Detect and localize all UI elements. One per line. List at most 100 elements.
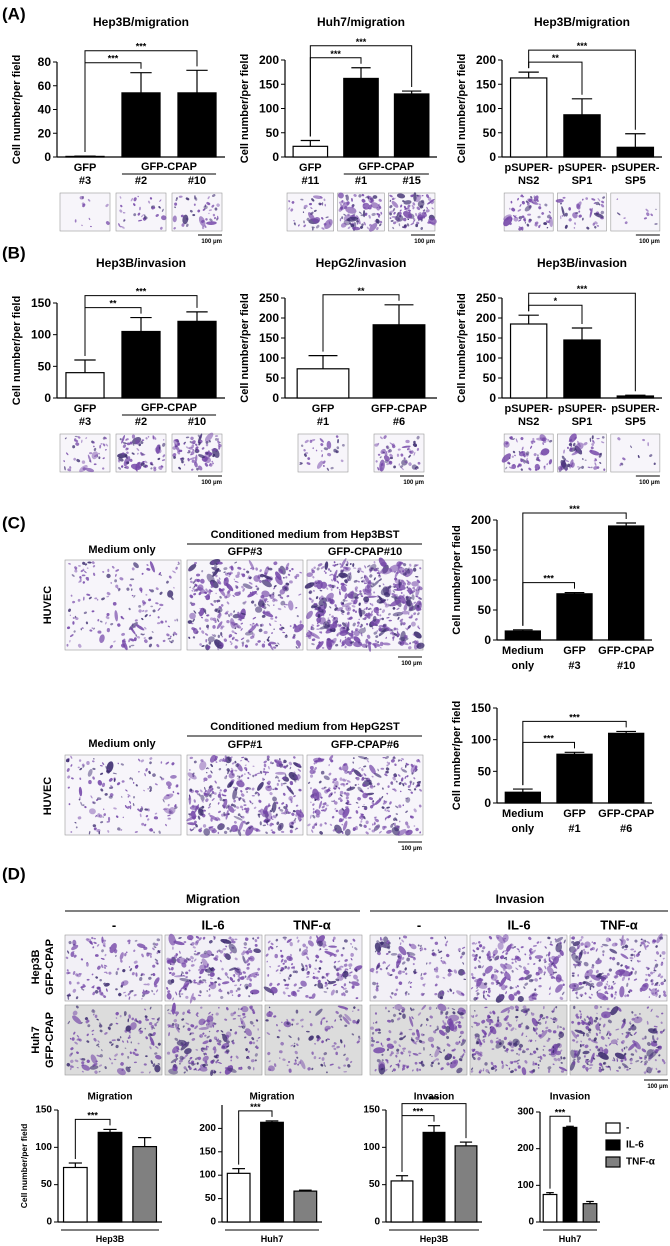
x-axis-label: Hep3B — [420, 1234, 449, 1244]
x-tick-label: #6 — [620, 823, 632, 835]
bar — [617, 396, 653, 398]
significance-label: *** — [555, 1107, 566, 1117]
y-tick-label: 0 — [528, 1217, 534, 1228]
bar — [297, 369, 349, 398]
y-tick-label: 50 — [41, 1179, 53, 1190]
significance-label: * — [554, 296, 558, 306]
cell — [150, 606, 153, 608]
x-tick-label: GFP — [74, 403, 97, 415]
x-tick-label: SP5 — [625, 175, 646, 187]
x-tick-label: GFP — [563, 808, 586, 820]
chart-title: Hep3B/invasion — [537, 256, 627, 270]
x-tick-label: #1 — [355, 175, 367, 187]
y-tick-label: 200 — [476, 311, 496, 325]
x-tick-label: GFP — [563, 645, 586, 657]
cell — [603, 468, 605, 471]
x-tick-label: SP1 — [572, 416, 593, 428]
bar — [122, 332, 160, 399]
micrograph-frame — [60, 193, 110, 231]
chart-title: HepG2/invasion — [316, 256, 407, 270]
y-tick-label: 50 — [478, 764, 492, 778]
x-tick-label: GFP-CPAP — [598, 808, 654, 820]
x-tick-label: #10 — [188, 416, 206, 428]
significance-label: *** — [330, 49, 341, 59]
x-tick-label: #6 — [393, 416, 405, 428]
y-tick-label: 0 — [272, 391, 279, 405]
significance-label: *** — [413, 1107, 424, 1117]
column-label: GFP#1 — [228, 739, 263, 751]
y-axis-label: Cell number/per field — [19, 1124, 29, 1209]
cell — [80, 196, 84, 200]
y-axis-label: Cell number/per field — [456, 54, 468, 163]
column-label: - — [417, 918, 421, 933]
y-tick-label: 0 — [484, 796, 491, 810]
y-axis-label: Cell number/per field — [11, 55, 23, 164]
scale-label: 100 μm — [401, 846, 422, 852]
chart-title: Hep3B/migration — [93, 15, 189, 29]
cell — [255, 606, 262, 612]
column-header: Conditioned medium from HepG2ST — [210, 721, 400, 733]
y-tick-label: 50 — [478, 603, 492, 617]
chart-title: Migration — [250, 1092, 295, 1103]
micrograph — [337, 191, 385, 233]
bar — [227, 1173, 250, 1222]
x-tick-label: Medium — [502, 808, 544, 820]
x-tick-label: #10 — [617, 660, 635, 672]
cell — [324, 223, 327, 226]
y-tick-label: 0 — [46, 1217, 52, 1228]
micrograph — [501, 193, 553, 231]
micrograph — [172, 431, 222, 472]
micrograph — [60, 434, 110, 474]
cell — [172, 946, 174, 950]
cell — [590, 986, 592, 990]
x-tick-label: pSUPER- — [611, 162, 660, 174]
y-axis-label: Cell number/per field — [456, 293, 468, 402]
y-tick-label: 100 — [199, 1170, 216, 1181]
x-tick-label: #15 — [402, 175, 420, 187]
y-tick-label: 60 — [38, 79, 52, 93]
significance-label: *** — [543, 574, 554, 584]
bar — [373, 325, 425, 398]
panel-label: (D) — [2, 865, 26, 884]
y-tick-label: 150 — [476, 331, 496, 345]
cell — [248, 983, 251, 987]
cell — [535, 955, 543, 959]
row-label: HUVEC — [42, 777, 54, 816]
y-tick-label: 50 — [266, 126, 280, 140]
bar — [64, 1167, 88, 1222]
micrograph — [263, 934, 363, 1001]
micrograph — [611, 193, 660, 231]
y-tick-label: 200 — [517, 1143, 534, 1154]
x-tick-label: pSUPER- — [505, 162, 554, 174]
bar — [394, 94, 428, 157]
x-tick-label: NS2 — [518, 416, 539, 428]
y-axis-label: Cell number/per field — [11, 296, 23, 405]
x-tick-label: #10 — [188, 175, 206, 187]
y-tick-label: 100 — [35, 1142, 52, 1153]
y-tick-label: 250 — [259, 291, 279, 305]
bar — [609, 733, 644, 803]
micrograph — [307, 754, 423, 837]
x-tick-label: pSUPER- — [505, 403, 554, 415]
y-tick-label: 100 — [363, 1142, 380, 1153]
significance-label: *** — [250, 1102, 261, 1112]
micrograph — [172, 193, 222, 231]
y-tick-label: 100 — [31, 328, 51, 342]
x-tick-label: #3 — [568, 660, 580, 672]
significance-label: ** — [357, 286, 365, 296]
significance-label: *** — [569, 504, 580, 514]
y-tick-label: 100 — [476, 351, 496, 365]
x-tick-label: SP1 — [572, 175, 593, 187]
y-tick-label: 0 — [489, 391, 496, 405]
x-group-label: GFP-CPAP — [141, 161, 197, 173]
chart-title: Huh7/migration — [317, 15, 405, 29]
y-tick-label: 20 — [38, 126, 52, 140]
cell — [316, 628, 319, 630]
y-tick-label: 0 — [484, 633, 491, 647]
bar — [617, 147, 653, 157]
micrograph — [470, 933, 567, 1004]
significance-label: *** — [136, 287, 147, 297]
significance-label: *** — [87, 1110, 98, 1120]
panel-label: (A) — [2, 5, 26, 24]
x-tick-label: GFP — [312, 403, 335, 415]
